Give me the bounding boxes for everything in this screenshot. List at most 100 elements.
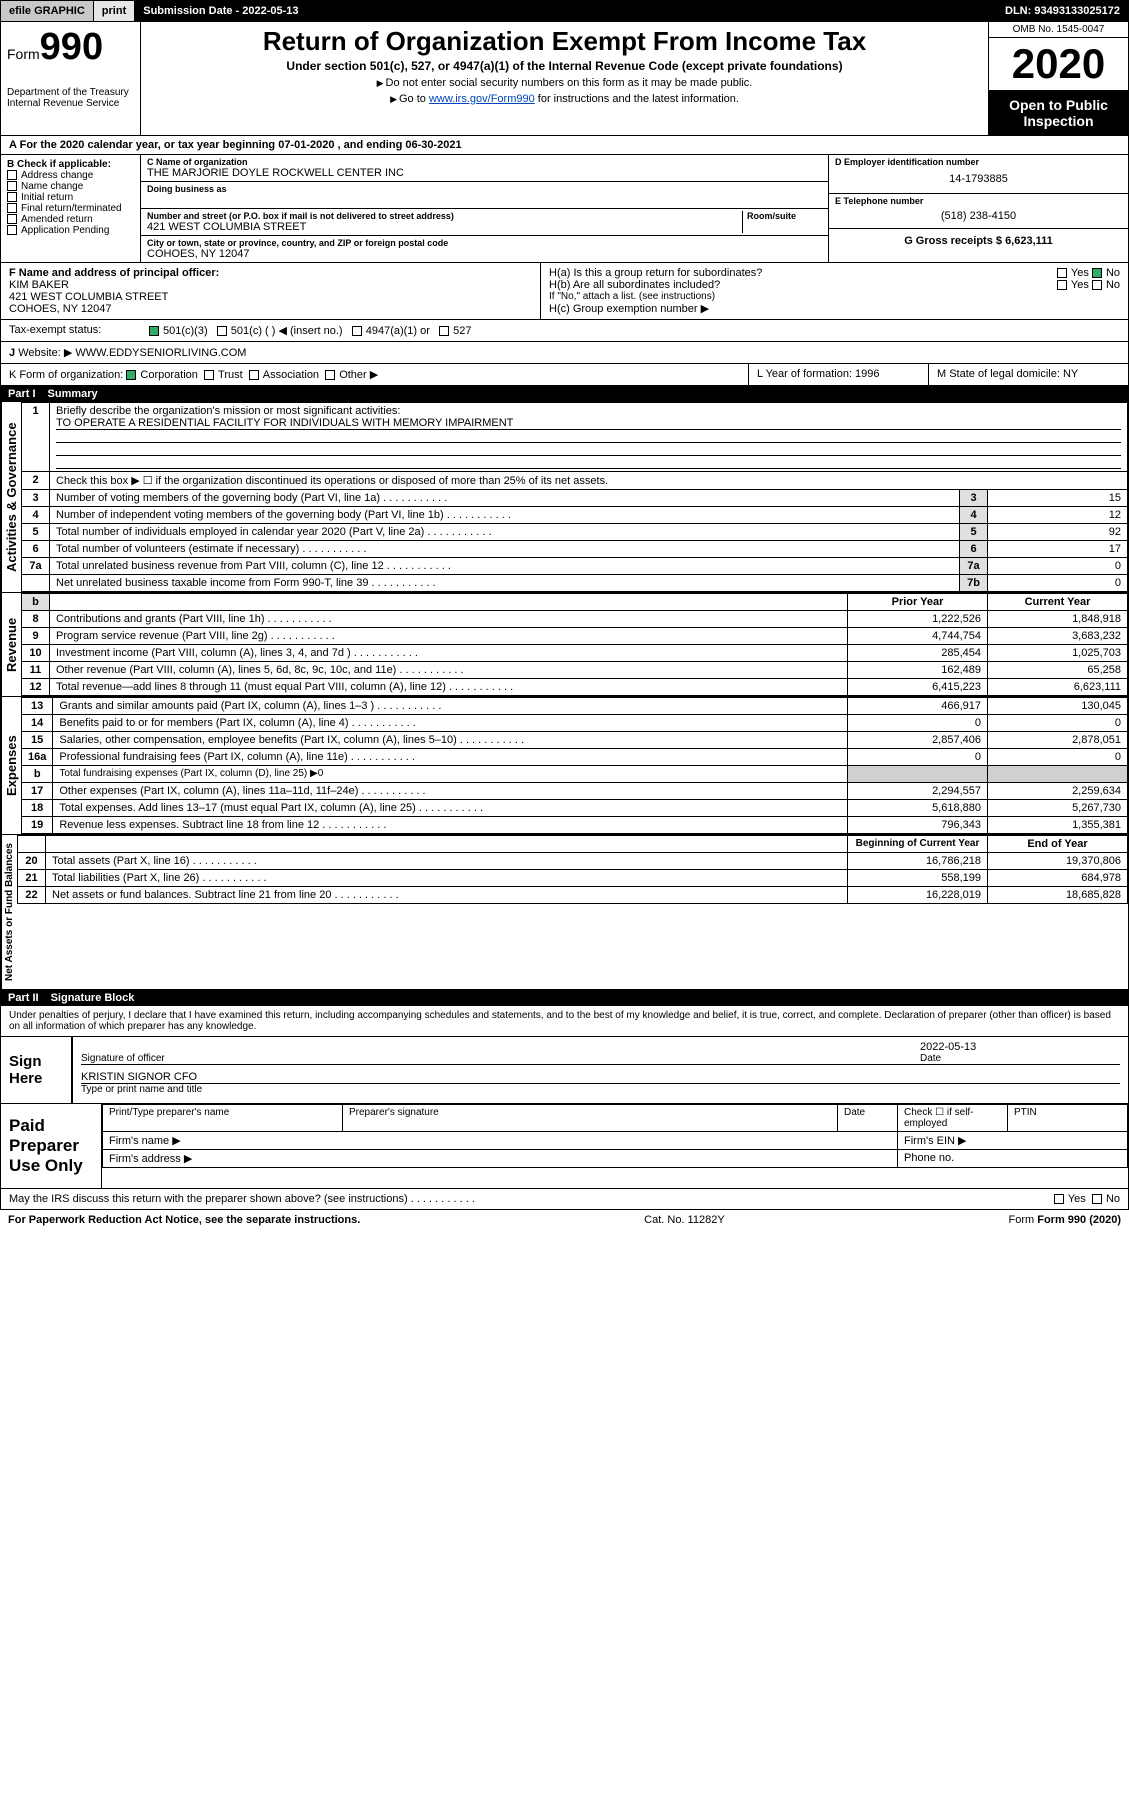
part-ii-header: Part II Signature Block [0,990,1129,1006]
chk-initial-return[interactable] [7,192,17,202]
chk-ha-no[interactable] [1092,268,1102,278]
pra-notice: For Paperwork Reduction Act Notice, see … [8,1214,360,1226]
revenue-table: bPrior YearCurrent Year 8Contributions a… [21,593,1128,696]
website-value: WWW.EDDYSENIORLIVING.COM [72,347,246,359]
box-f: F Name and address of principal officer:… [1,263,541,319]
sig-date: 2022-05-13 [920,1041,976,1053]
table-row: 16aProfessional fundraising fees (Part I… [22,749,1128,766]
hdr-curr: Current Year [988,594,1128,611]
omb-number: OMB No. 1545-0047 [989,22,1128,38]
hb-note: If "No," attach a list. (see instruction… [549,291,1120,302]
table-row: 14Benefits paid to or for members (Part … [22,715,1128,732]
goto-arrow [390,93,399,105]
officer-label: F Name and address of principal officer: [9,267,532,279]
form-title: Return of Organization Exempt From Incom… [151,26,978,57]
chk-trust[interactable] [204,370,214,380]
sig-officer-label: Signature of officer [81,1053,920,1064]
officer-block: F Name and address of principal officer:… [0,263,1129,320]
box-b: B Check if applicable: Address change Na… [1,155,141,262]
chk-amended[interactable] [7,214,17,224]
tax-exempt-row: Tax-exempt status: 501(c)(3) 501(c) ( ) … [0,320,1129,342]
side-expenses: Expenses [1,697,21,834]
form-id-box: Form990 Department of the Treasury Inter… [1,22,141,135]
year-box: OMB No. 1545-0047 2020 Open to Public In… [988,22,1128,135]
chk-other[interactable] [325,370,335,380]
table-row: 8Contributions and grants (Part VIII, li… [22,611,1128,628]
chk-corp[interactable] [126,370,136,380]
chk-assoc[interactable] [249,370,259,380]
part-i-title: Summary [48,388,98,400]
chk-hb-yes[interactable] [1057,280,1067,290]
chk-name-change[interactable] [7,181,17,191]
hc-label: H(c) Group exemption number ▶ [549,302,1120,315]
goto-pre: Go to [399,93,429,105]
efile-label: efile GRAPHIC [1,1,94,21]
street-address: 421 WEST COLUMBIA STREET [147,221,742,233]
footer: For Paperwork Reduction Act Notice, see … [0,1210,1129,1230]
table-row: 21Total liabilities (Part X, line 26)558… [18,870,1128,887]
website-label: Website: ▶ [18,347,72,359]
hb-label: H(b) Are all subordinates included? [549,279,720,291]
side-governance: Activities & Governance [1,402,21,592]
chk-final-return[interactable] [7,203,17,213]
chk-501c3[interactable] [149,326,159,336]
chk-discuss-yes[interactable] [1054,1194,1064,1204]
cat-number: Cat. No. 11282Y [644,1214,725,1226]
table-row: 3Number of voting members of the governi… [22,490,1128,507]
form-footer: Form Form 990 (2020) [1009,1214,1122,1226]
officer-addr1: 421 WEST COLUMBIA STREET [9,291,532,303]
net-assets-section: Net Assets or Fund Balances Beginning of… [0,835,1129,990]
phone-value: (518) 238-4150 [835,206,1122,226]
open-public-label: Open to Public Inspection [989,91,1128,135]
discuss-label: May the IRS discuss this return with the… [9,1193,408,1205]
box-b-title: B Check if applicable: [7,159,134,170]
print-name-label: Type or print name and title [81,1084,1120,1095]
ein-label: D Employer identification number [835,157,1122,167]
chk-501c[interactable] [217,326,227,336]
ssn-note: Do not enter social security numbers on … [151,77,978,89]
irs-label: Internal Revenue Service [7,98,134,109]
box-d: D Employer identification number 14-1793… [828,155,1128,262]
signature-block: Under penalties of perjury, I declare th… [0,1006,1129,1210]
q1-label: Briefly describe the organization's miss… [56,405,1121,417]
goto-post: for instructions and the latest informat… [535,93,739,105]
chk-application-pending[interactable] [7,225,17,235]
preparer-table: Print/Type preparer's name Preparer's si… [102,1104,1128,1168]
side-net: Net Assets or Fund Balances [1,835,17,989]
part-i-label: Part I [8,388,36,400]
hdr-end: End of Year [988,836,1128,853]
print-button[interactable]: print [94,1,135,21]
prep-check-label: Check ☐ if self-employed [904,1107,1001,1129]
addr-label: Number and street (or P.O. box if mail i… [147,211,742,221]
chk-4947[interactable] [352,326,362,336]
ptin-label: PTIN [1014,1107,1121,1118]
chk-address-change[interactable] [7,170,17,180]
penalty-text: Under penalties of perjury, I declare th… [1,1006,1128,1036]
paid-preparer-label: Paid Preparer Use Only [1,1104,101,1188]
chk-discuss-no[interactable] [1092,1194,1102,1204]
officer-addr2: COHOES, NY 12047 [9,303,532,315]
chk-527[interactable] [439,326,449,336]
q2-label: Check this box ▶ ☐ if the organization d… [50,472,1128,490]
table-row: 11Other revenue (Part VIII, column (A), … [22,662,1128,679]
table-row: bTotal fundraising expenses (Part IX, co… [22,766,1128,783]
part-i-header: Part I Summary [0,386,1129,402]
sig-date-label: Date [920,1053,1120,1064]
form-number: 990 [40,26,103,68]
form-label: Form [7,46,40,62]
form990-link[interactable]: www.irs.gov/Form990 [429,93,535,105]
box-i-label: Tax-exempt status: [1,320,141,341]
part-ii-label: Part II [8,992,39,1004]
period-row: A For the 2020 calendar year, or tax yea… [0,136,1129,155]
chk-ha-yes[interactable] [1057,268,1067,278]
firm-addr-label: Firm's address ▶ [103,1150,898,1168]
chk-hb-no[interactable] [1092,280,1102,290]
city-label: City or town, state or province, country… [147,238,822,248]
firm-ein-label: Firm's EIN ▶ [898,1132,1128,1150]
table-row: 9Program service revenue (Part VIII, lin… [22,628,1128,645]
box-l: L Year of formation: 1996 [748,364,928,385]
dba-label: Doing business as [147,184,822,194]
org-name: THE MARJORIE DOYLE ROCKWELL CENTER INC [147,167,822,179]
table-row: 13Grants and similar amounts paid (Part … [22,698,1128,715]
sign-here-label: Sign Here [1,1037,71,1103]
